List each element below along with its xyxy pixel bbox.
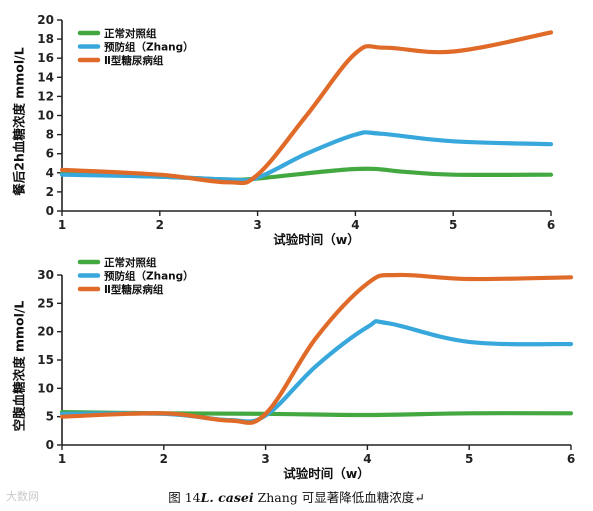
y-tick-label: 10 <box>37 381 54 395</box>
caption-end-mark: ↵ <box>414 490 425 505</box>
y-tick-label: 15 <box>37 353 54 367</box>
watermark: 大数网 <box>6 490 39 503</box>
legend-label: Ⅱ型糖尿病组 <box>104 283 164 296</box>
y-tick-label: 5 <box>46 410 54 424</box>
x-axis-label: 试验时间（w） <box>283 466 370 481</box>
y-tick-label: 0 <box>46 438 54 452</box>
series-line-2 <box>59 272 574 425</box>
y-tick-label: 4 <box>46 166 54 180</box>
legend-label: 预防组（Zhang） <box>104 270 194 283</box>
caption-prefix: 图 14 <box>168 490 201 505</box>
y-tick-label: 18 <box>37 32 54 46</box>
y-tick-label: 10 <box>37 109 54 123</box>
legend-label: Ⅱ型糖尿病组 <box>104 54 164 67</box>
y-tick-label: 20 <box>37 13 54 27</box>
x-tick-label: 3 <box>253 218 261 232</box>
x-tick-label: 4 <box>351 218 359 232</box>
legend-label: 正常对照组 <box>104 256 157 269</box>
series-line-2 <box>59 30 554 186</box>
x-tick-label: 2 <box>156 218 164 232</box>
y-axis-label: 空腹血糖浓度 mmol/L <box>12 301 27 432</box>
y-tick-label: 16 <box>37 51 54 65</box>
y-tick-label: 30 <box>37 268 54 282</box>
figure-caption: 图 14L. casei Zhang 可显著降低血糖浓度↵ <box>0 487 593 506</box>
y-tick-label: 12 <box>37 89 54 103</box>
x-tick-label: 6 <box>547 218 555 232</box>
x-tick-label: 2 <box>160 452 168 466</box>
x-axis-label: 试验时间（w） <box>273 232 360 247</box>
x-tick-label: 1 <box>58 218 66 232</box>
x-tick-label: 6 <box>567 452 575 466</box>
y-tick-label: 6 <box>46 147 54 161</box>
y-tick-label: 20 <box>37 325 54 339</box>
legend-label: 正常对照组 <box>104 27 157 40</box>
y-tick-label: 25 <box>37 296 54 310</box>
y-tick-label: 8 <box>46 128 54 142</box>
x-tick-label: 3 <box>261 452 269 466</box>
chart-fasting-glucose: 0 5 10 15 20 25 30 1 2 3 4 5 6 试验时间（w） 空腹血糖浓度 mmol/L 正常… <box>12 256 576 481</box>
y-axis-label: 餐后2h血糖浓度 mmol/L <box>12 47 27 196</box>
x-tick-label: 5 <box>465 452 473 466</box>
caption-species: L. casei <box>200 490 254 505</box>
y-tick-label: 14 <box>37 70 54 84</box>
x-tick-label: 5 <box>449 218 457 232</box>
caption-text: Zhang 可显著降低血糖浓度 <box>257 490 415 505</box>
x-tick-label: 4 <box>363 452 371 466</box>
x-tick-label: 1 <box>58 452 66 466</box>
legend-label: 预防组（Zhang） <box>104 41 194 54</box>
y-tick-label: 2 <box>46 185 54 199</box>
y-tick-label: 0 <box>46 204 54 218</box>
